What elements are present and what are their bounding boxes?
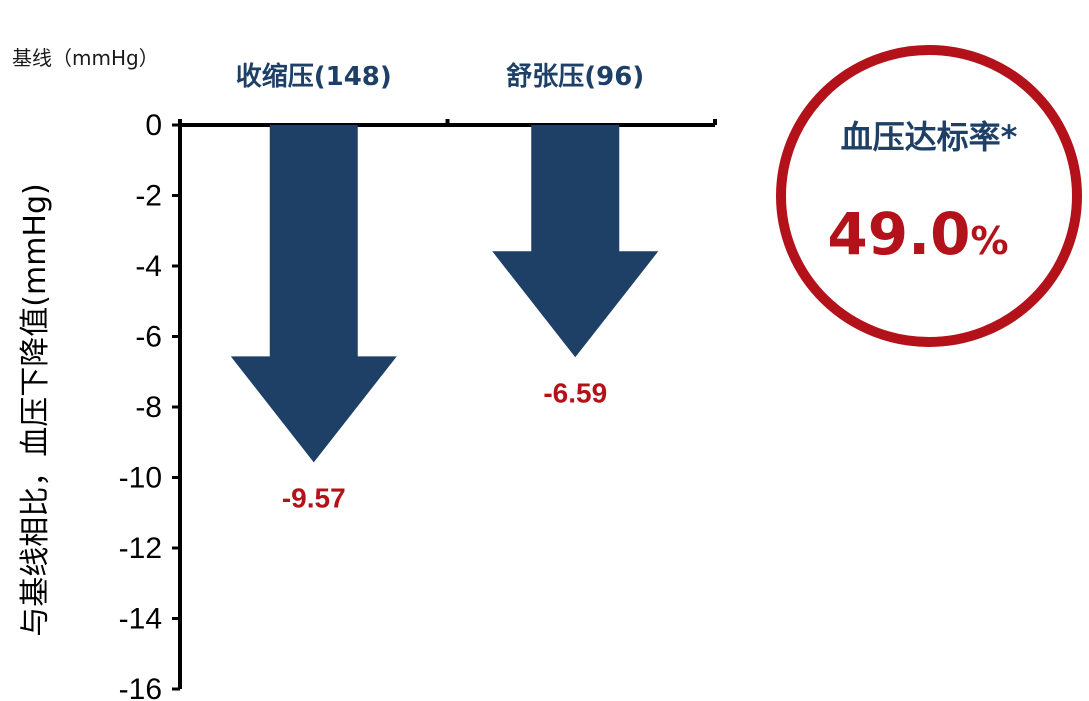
y-tick-label-5: -10: [119, 462, 162, 495]
chart-marks: -9.57 -6.59: [230, 125, 659, 513]
data-label-1: -6.59: [543, 377, 607, 408]
y-tick-label-7: -14: [119, 603, 162, 636]
category-label-systolic: 收缩压(148): [235, 62, 392, 92]
y-tick-label-1: -2: [135, 180, 162, 213]
badge-circle: [776, 45, 1082, 347]
badge-value: 49.0: [827, 200, 971, 268]
y-tick-label-4: -8: [135, 391, 162, 424]
y-tick-label-0: 0: [145, 109, 162, 142]
badge-unit: %: [970, 219, 1009, 263]
y-tick-label-3: -6: [135, 321, 162, 354]
axes: [178, 119, 717, 689]
badge-value-text: 49.0%: [827, 200, 1008, 268]
arrow-diastolic: [492, 125, 659, 358]
y-tick-label-8: -16: [119, 673, 162, 701]
baseline-label: 基线（mmHg）: [12, 46, 159, 70]
badge-ring: [776, 45, 1082, 347]
y-axis-label: 与基线相比，血压下降值(mmHg): [18, 183, 53, 637]
y-tick-label-2: -4: [135, 250, 162, 283]
y-tick-label-6: -12: [119, 532, 162, 565]
data-label-0: -9.57: [282, 482, 346, 513]
category-label-diastolic: 舒张压(96): [506, 62, 645, 92]
badge-title: 血压达标率*: [840, 118, 1018, 156]
arrow-systolic: [230, 125, 397, 463]
y-ticks: 0 -2 -4 -6 -8 -10 -12 -14 -16: [119, 109, 180, 701]
